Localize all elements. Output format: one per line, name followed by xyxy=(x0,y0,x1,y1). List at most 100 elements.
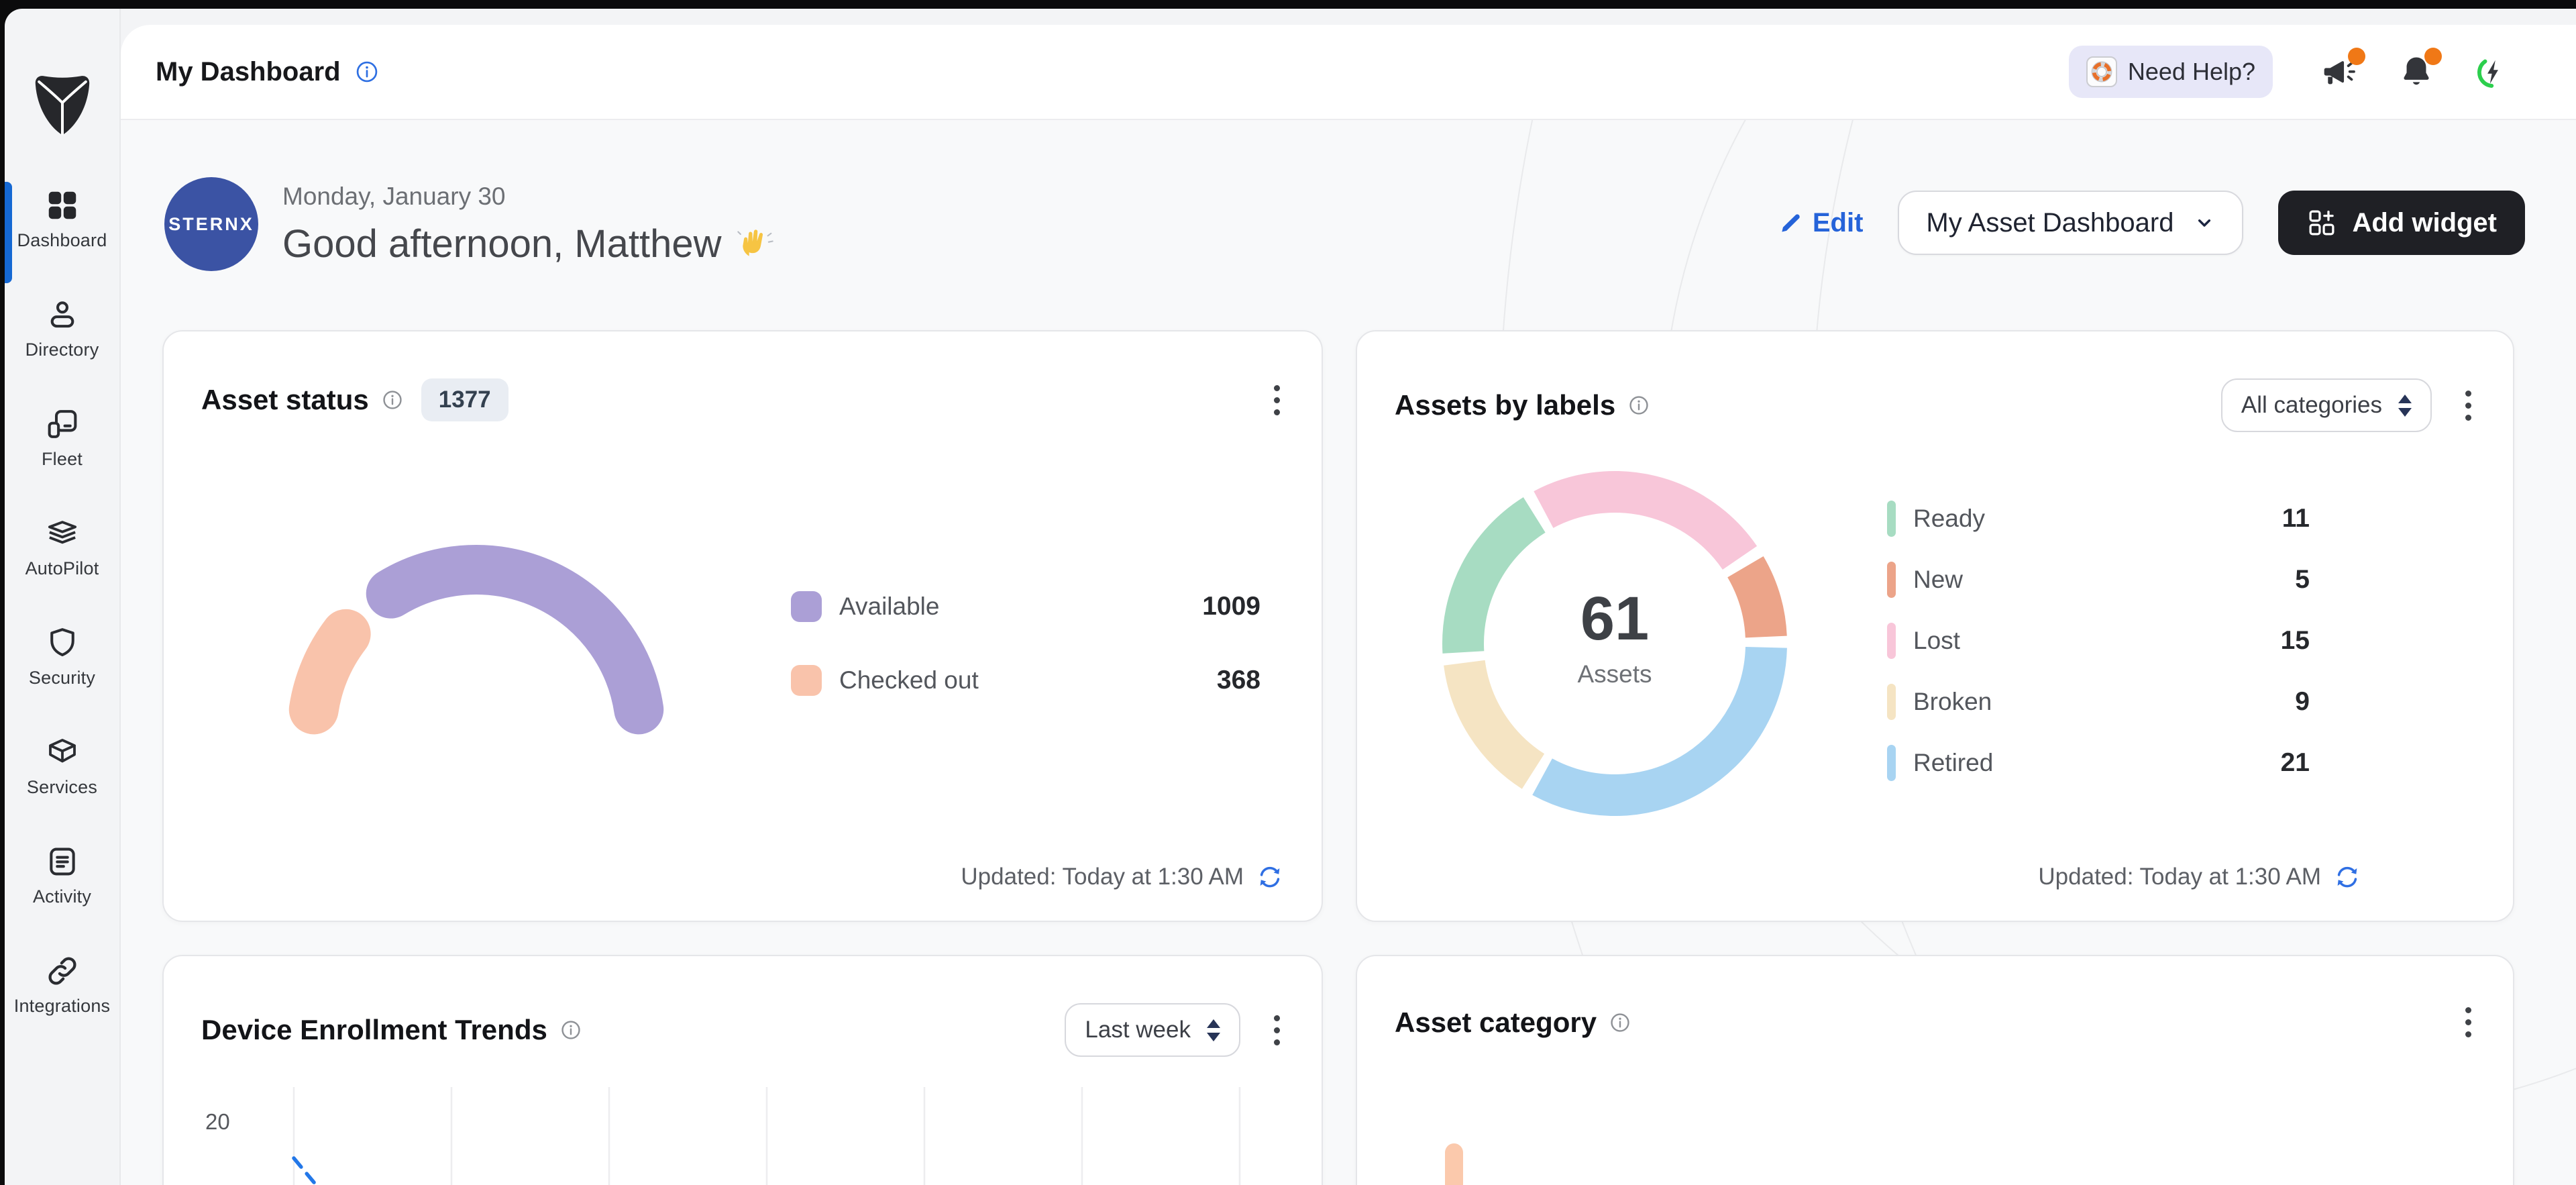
sidebar-item-label: Fleet xyxy=(41,449,83,469)
legend-label: New xyxy=(1913,566,1964,593)
grid-icon xyxy=(48,191,76,219)
legend-item: Broken 9 xyxy=(1887,678,2310,725)
legend-value: 15 xyxy=(2280,626,2310,655)
y-axis-tick: 20 xyxy=(205,1109,230,1134)
dashboard-select-value: My Asset Dashboard xyxy=(1926,207,2174,238)
energy-bolt-icon xyxy=(2477,56,2508,88)
sidebar-item-activity[interactable]: Activity xyxy=(5,834,119,943)
sidebar-item-label: Dashboard xyxy=(17,230,107,250)
notification-dot xyxy=(2348,48,2365,65)
add-widget-icon xyxy=(2309,210,2334,236)
legend-marker xyxy=(1887,684,1896,720)
content-panel: My Dashboard Need Help? xyxy=(121,25,2576,1185)
legend-value: 21 xyxy=(2280,748,2310,777)
info-icon[interactable] xyxy=(381,389,404,411)
sidebar-nav: Dashboard Directory Fleet xyxy=(5,178,119,1053)
legend-marker xyxy=(1887,623,1896,659)
asset-category-card: Asset category xyxy=(1356,955,2514,1185)
legend-value: 368 xyxy=(1216,666,1260,694)
sidebar-item-label: Directory xyxy=(25,340,99,360)
sidebar-item-label: AutoPilot xyxy=(25,558,99,578)
legend-label: Checked out xyxy=(839,666,979,694)
kebab-menu-button[interactable] xyxy=(1270,381,1284,419)
legend-marker xyxy=(1887,501,1896,537)
legend-value: 9 xyxy=(2295,687,2310,716)
card-title: Asset category xyxy=(1395,1006,1597,1038)
chevron-down-icon xyxy=(2198,219,2211,227)
sidebar-item-autopilot[interactable]: AutoPilot xyxy=(5,506,119,615)
bar-chart-bar xyxy=(1445,1143,1463,1185)
time-range-select[interactable]: Last week xyxy=(1065,1003,1240,1057)
legend-value: 11 xyxy=(2282,504,2310,533)
info-icon[interactable] xyxy=(1627,394,1650,417)
sidebar: Dashboard Directory Fleet xyxy=(5,9,121,1185)
refresh-icon[interactable] xyxy=(2333,863,2361,891)
legend-label: Lost xyxy=(1913,627,1960,654)
device-enrollment-trends-card: Device Enrollment Trends Last week xyxy=(162,955,1323,1185)
cube-icon xyxy=(48,739,76,763)
donut-chart xyxy=(1442,471,1787,816)
page-info-icon[interactable] xyxy=(354,59,380,85)
edit-button[interactable]: Edit xyxy=(1778,207,1864,238)
category-filter-select[interactable]: All categories xyxy=(2220,378,2432,432)
topbar: My Dashboard Need Help? xyxy=(121,25,2576,120)
updated-text: Updated: Today at 1:30 AM xyxy=(961,864,1244,890)
legend-item: Ready 11 xyxy=(1887,495,2310,542)
legend-item: Available 1009 xyxy=(791,583,1260,630)
energy-status-button[interactable] xyxy=(2474,53,2512,91)
donut-center: 61 Assets xyxy=(1514,588,1715,688)
donut-total: 61 xyxy=(1580,584,1650,653)
legend-label: Broken xyxy=(1913,688,1992,715)
kebab-menu-button[interactable] xyxy=(2461,387,2475,425)
kebab-menu-button[interactable] xyxy=(2461,1003,2475,1041)
waving-hand-icon xyxy=(737,229,773,256)
life-buoy-icon xyxy=(2086,56,2117,87)
add-widget-button[interactable]: Add widget xyxy=(2278,191,2525,255)
stepper-arrows-icon xyxy=(2398,394,2412,417)
sidebar-item-fleet[interactable]: Fleet xyxy=(5,397,119,506)
notification-dot xyxy=(2424,48,2442,65)
edit-label: Edit xyxy=(1812,207,1864,238)
legend-item: New 5 xyxy=(1887,556,2310,603)
app-window: Dashboard Directory Fleet xyxy=(5,9,2576,1185)
category-filter-value: All categories xyxy=(2241,392,2382,418)
legend-label: Available xyxy=(839,592,940,620)
add-widget-label: Add widget xyxy=(2352,207,2497,238)
updated-row: Updated: Today at 1:30 AM xyxy=(2038,863,2361,891)
legend-marker xyxy=(1887,745,1896,781)
legend-marker xyxy=(1887,562,1896,598)
shield-icon xyxy=(50,628,74,657)
sidebar-item-integrations[interactable]: Integrations xyxy=(5,943,119,1053)
kebab-menu-button[interactable] xyxy=(1270,1011,1284,1049)
need-help-button[interactable]: Need Help? xyxy=(2068,46,2273,98)
legend-value: 5 xyxy=(2295,565,2310,594)
person-icon xyxy=(50,301,74,328)
avatar[interactable]: STERNX xyxy=(164,177,258,271)
card-title: Device Enrollment Trends xyxy=(201,1014,547,1045)
sidebar-item-security[interactable]: Security xyxy=(5,615,119,725)
updated-text: Updated: Today at 1:30 AM xyxy=(2038,864,2321,890)
asset-count-badge: 1377 xyxy=(421,378,508,421)
legend-label: Retired xyxy=(1913,749,1994,776)
sidebar-item-directory[interactable]: Directory xyxy=(5,287,119,397)
dashboard-select[interactable]: My Asset Dashboard xyxy=(1898,191,2244,255)
announcements-button[interactable] xyxy=(2321,48,2365,91)
need-help-label: Need Help? xyxy=(2127,58,2255,85)
shield-logo-icon xyxy=(35,76,89,136)
sidebar-item-label: Activity xyxy=(32,886,92,907)
sternx-logo[interactable] xyxy=(5,68,119,139)
sidebar-item-services[interactable]: Services xyxy=(5,725,119,834)
legend-marker xyxy=(791,591,822,622)
asset-status-card: Asset status 1377 Available 1009 Checked o… xyxy=(162,330,1323,922)
date-text: Monday, January 30 xyxy=(282,182,506,210)
legend-label: Ready xyxy=(1913,505,1985,532)
legend-item: Checked out 368 xyxy=(791,657,1260,704)
info-icon[interactable] xyxy=(559,1019,582,1041)
info-icon[interactable] xyxy=(1609,1011,1631,1034)
stepper-arrows-icon xyxy=(1207,1019,1220,1041)
notifications-button[interactable] xyxy=(2398,48,2442,91)
refresh-icon[interactable] xyxy=(1256,863,1284,891)
gauge-chart xyxy=(288,545,664,735)
greeting-text: Good afternoon, Matthew xyxy=(282,221,722,266)
sidebar-item-dashboard[interactable]: Dashboard xyxy=(5,178,119,287)
